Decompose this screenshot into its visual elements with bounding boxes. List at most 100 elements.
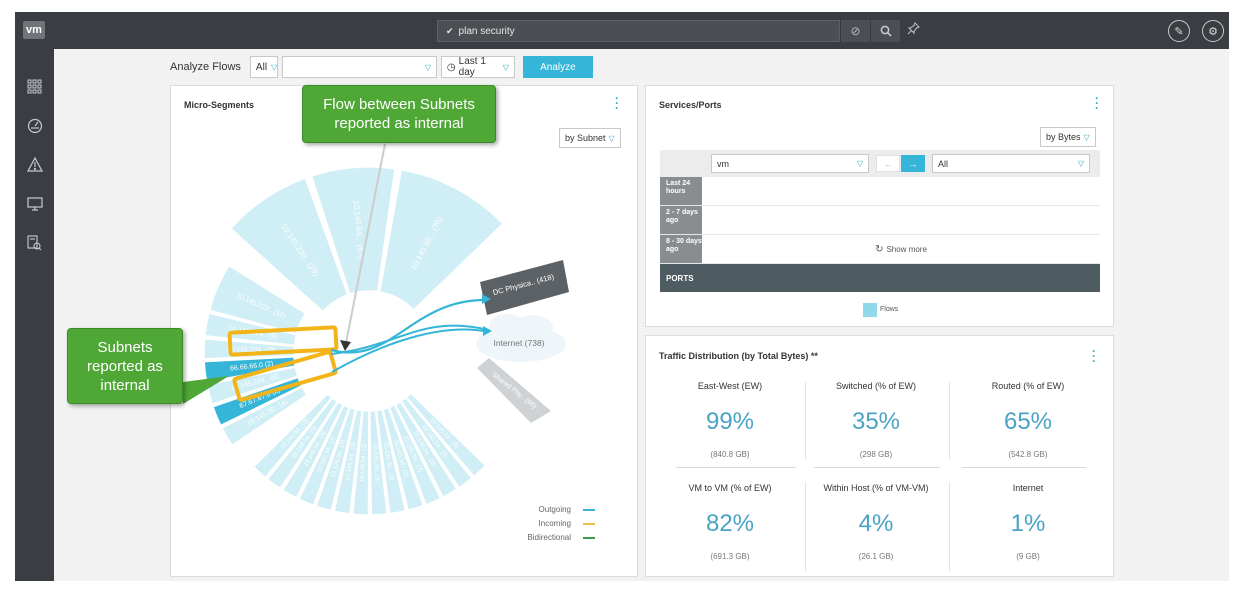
pin-icon[interactable] <box>907 22 920 38</box>
flow-arrowhead <box>482 294 491 304</box>
flow-arrowhead <box>483 326 492 336</box>
analyze-flows-label: Analyze Flows <box>170 61 241 73</box>
metric-value: 82% <box>705 510 755 537</box>
segment-label: 10.145.54.. (3) <box>360 443 368 482</box>
prev-arrow-icon[interactable]: ← <box>876 155 900 172</box>
metric-label: Internet <box>1012 483 1044 493</box>
vm-logo[interactable]: vm <box>23 21 45 39</box>
segment-wedge <box>206 366 299 405</box>
chevron-down-icon: ▽ <box>271 62 278 72</box>
sort-select[interactable]: by Bytes ▽ <box>1040 127 1096 147</box>
metric-sub: (298 GB) <box>859 450 893 459</box>
flows-legend-swatch <box>863 303 877 317</box>
segment-label: 10.145.224.. (9) <box>226 346 276 354</box>
divider <box>962 467 1086 468</box>
divider <box>814 467 940 468</box>
search-tools: ⊘ <box>840 20 900 42</box>
filter-value: All <box>938 158 949 169</box>
check-icon: ✔ <box>446 25 454 36</box>
top-bar: vm ✔ plan security ⊘ ✎ ⚙ <box>15 12 1229 49</box>
micro-segments-chart: 10.145.220.. (29) 10.145.64... (67) 10.145… <box>183 143 569 516</box>
metric-label: Routed (% of EW) <box>991 381 1065 391</box>
time-range-value: Last 1 day <box>458 56 486 78</box>
entity-value: vm <box>717 158 729 169</box>
legend-outgoing-swatch <box>583 508 596 511</box>
flow-line <box>330 324 490 355</box>
divider <box>949 482 950 572</box>
segment-wedge <box>388 404 442 506</box>
legend-bidirectional-label: Bidirectional <box>527 533 571 542</box>
settings-icon[interactable]: ⚙ <box>1202 20 1224 42</box>
flow-callout: Flow between Subnets reported as interna… <box>302 85 496 143</box>
chevron-down-icon: ▽ <box>1077 159 1084 168</box>
analyze-button[interactable]: Analyze <box>522 56 593 78</box>
alert-icon[interactable] <box>25 155 44 174</box>
dashboard-icon[interactable] <box>25 116 44 135</box>
chevron-down-icon: ▽ <box>424 62 431 72</box>
analyze-toolbar: Analyze Flows All ▽ ▽ ◷ Last 1 day ▽ Analy… <box>170 56 593 78</box>
row-cell <box>702 206 1100 234</box>
metric-value: 1% <box>1010 510 1046 537</box>
highlighted-segment <box>203 356 296 383</box>
services-menu-icon[interactable]: · · · <box>1095 91 1099 115</box>
metric-value: 4% <box>858 510 894 537</box>
flow-line <box>331 328 490 373</box>
flows-legend-label: Flows <box>880 306 899 313</box>
edit-icon[interactable]: ✎ <box>1168 20 1190 42</box>
search-docs-icon[interactable] <box>25 233 44 252</box>
entity-select[interactable]: vm ▽ <box>711 154 869 173</box>
show-more-link[interactable]: ↻ Show more <box>702 235 1100 263</box>
next-arrow-icon[interactable]: → <box>901 155 925 172</box>
metric-sub: (26.1 GB) <box>858 552 894 561</box>
table-row: 8 - 30 days ago ↻ Show more <box>660 235 1100 264</box>
traffic-distribution-title: Traffic Distribution (by Total Bytes) ** <box>659 351 818 361</box>
legend-incoming-label: Incoming <box>538 519 571 528</box>
metric-sub: (542.8 GB) <box>1008 450 1048 459</box>
flow-line <box>330 298 484 354</box>
search-input[interactable]: ✔ plan security <box>437 20 840 42</box>
metric-sub: (840.8 GB) <box>710 450 750 459</box>
services-table-header: vm ▽ ← → All ▽ <box>660 150 1100 177</box>
chevron-down-icon: ▽ <box>502 62 509 72</box>
micro-segments-title: Micro-Segments <box>184 100 255 110</box>
segment-wedge <box>405 392 487 478</box>
callout-tail <box>183 376 229 404</box>
time-range-select[interactable]: ◷ Last 1 day ▽ <box>440 56 515 78</box>
micro-segments-panel: Micro-Segments · · · by Subnet ▽ 10.145.220… <box>170 85 638 577</box>
legend-outgoing-label: Outgoing <box>538 505 571 514</box>
grid-icon[interactable] <box>25 77 44 96</box>
filter-select[interactable]: All ▽ <box>932 154 1090 173</box>
metric-sub: (9 GB) <box>1016 552 1040 561</box>
chevron-down-icon: ▽ <box>1083 132 1090 142</box>
chevron-down-icon: ▽ <box>856 159 863 168</box>
segment-wedge <box>351 409 370 516</box>
divider <box>676 467 796 468</box>
metric-switched: Switched (% of EW) 35% (298 GB) <box>806 381 946 459</box>
refresh-icon: ↻ <box>875 243 884 255</box>
traffic-menu-icon[interactable]: · · · <box>1092 344 1096 368</box>
traffic-distribution-panel: Traffic Distribution (by Total Bytes) **… <box>645 335 1114 577</box>
metric-sub: (691.3 GB) <box>710 552 750 561</box>
metric-value: 65% <box>1003 408 1053 435</box>
query-select[interactable]: ▽ <box>281 56 437 78</box>
scope-select[interactable]: All ▽ <box>249 56 278 78</box>
monitor-icon[interactable] <box>25 194 44 213</box>
search-icon[interactable] <box>870 20 900 42</box>
dc-physical-node <box>480 260 569 315</box>
metric-value: 35% <box>851 408 901 435</box>
show-more-label: Show more <box>886 244 927 254</box>
info-icon[interactable]: ⊘ <box>840 20 870 42</box>
divider <box>805 382 806 460</box>
segment-wedge <box>375 408 407 515</box>
callout-pointer <box>344 143 386 349</box>
micro-segments-menu-icon[interactable]: · · · <box>615 91 619 115</box>
divider <box>805 482 806 572</box>
segment-wedge <box>315 406 357 512</box>
row-label: 2 - 7 days ago <box>660 206 702 234</box>
segment-wedge <box>369 409 388 516</box>
internet-cloud <box>513 315 553 341</box>
callout-pointer-head <box>340 340 351 351</box>
chevron-down-icon: ▽ <box>608 133 615 143</box>
group-by-select[interactable]: by Subnet ▽ <box>559 128 621 148</box>
app-window: vm ✔ plan security ⊘ ✎ ⚙ <box>15 12 1229 581</box>
